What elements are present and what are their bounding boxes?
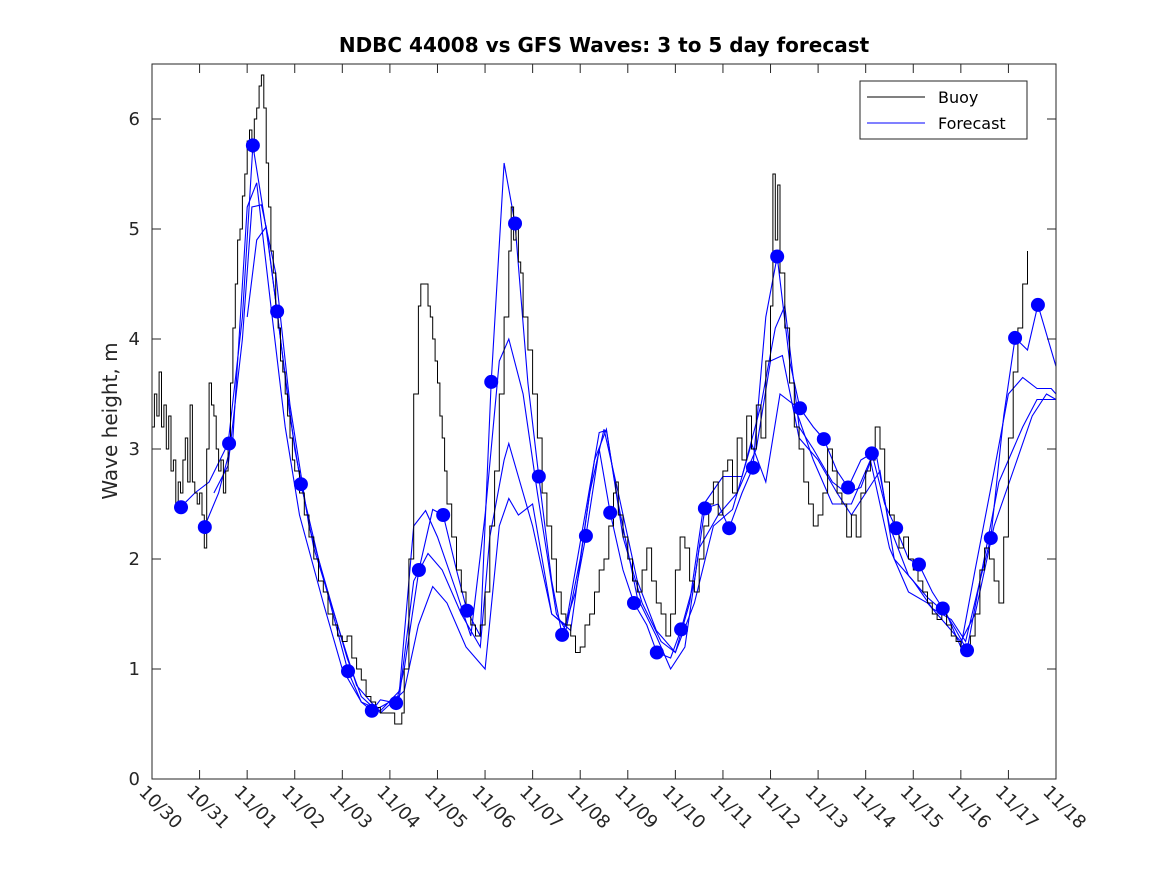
forecast-marker — [697, 501, 712, 516]
forecast-marker — [222, 436, 237, 451]
plot-area — [152, 74, 1056, 725]
buoy-line — [152, 74, 1028, 725]
forecast-marker — [578, 528, 593, 543]
legend: Buoy Forecast — [859, 80, 1028, 140]
forecast-marker — [174, 500, 189, 515]
x-tick-label: 11/05 — [420, 782, 472, 834]
x-tick-label: 11/13 — [801, 782, 853, 834]
y-tick-label: 5 — [129, 219, 140, 240]
forecast-marker — [935, 601, 950, 616]
forecast-marker — [389, 696, 404, 711]
x-tick-label: 11/02 — [277, 782, 329, 834]
chart-title: NDBC 44008 vs GFS Waves: 3 to 5 day fore… — [339, 33, 870, 57]
x-tick-label: 11/11 — [705, 782, 757, 834]
forecast-marker — [770, 249, 785, 264]
x-tick-label: 11/04 — [372, 782, 424, 834]
legend-label-forecast: Forecast — [938, 114, 1006, 133]
legend-box — [859, 80, 1028, 140]
forecast-marker — [674, 622, 689, 637]
forecast-marker — [603, 505, 618, 520]
forecast-marker — [960, 643, 975, 658]
x-tick-label: 11/10 — [658, 782, 710, 834]
y-tick-label: 6 — [129, 109, 140, 130]
forecast-marker — [841, 480, 856, 495]
forecast-marker — [722, 521, 737, 536]
forecast-marker — [1030, 297, 1045, 312]
forecast-marker — [531, 469, 546, 484]
forecast-marker — [555, 627, 570, 642]
forecast-marker — [459, 603, 474, 618]
axes-box — [151, 63, 1057, 780]
x-tick-label: 11/07 — [515, 782, 567, 834]
forecast-marker — [889, 521, 904, 536]
x-tick-label: 11/08 — [563, 782, 615, 834]
forecast-marker — [983, 531, 998, 546]
forecast-line-2 — [203, 182, 1056, 712]
forecast-marker — [436, 508, 451, 522]
forecast-marker — [197, 520, 212, 535]
x-tick-label: 10/31 — [182, 782, 234, 834]
y-tick-label: 4 — [129, 329, 140, 350]
y-axis-label: Wave height, m — [98, 342, 122, 499]
forecast-line-1 — [180, 145, 1056, 712]
forecast-marker — [293, 477, 308, 492]
forecast-marker — [245, 138, 260, 153]
y-tick-label: 2 — [129, 549, 140, 570]
x-tick-label: 11/18 — [1038, 782, 1090, 834]
legend-label-buoy: Buoy — [938, 88, 978, 107]
x-tick-label: 11/03 — [325, 782, 377, 834]
forecast-marker — [364, 703, 379, 718]
forecast-marker — [816, 432, 831, 447]
forecast-marker — [484, 374, 499, 389]
x-tick-label: 11/01 — [230, 782, 282, 834]
x-tick-label: 11/17 — [991, 782, 1043, 834]
x-tick-label: 11/15 — [896, 782, 948, 834]
y-tick-label: 0 — [129, 769, 140, 790]
forecast-marker — [793, 401, 808, 416]
forecast-line-4 — [246, 225, 1056, 714]
forecast-marker — [626, 596, 641, 610]
forecast-marker — [864, 446, 879, 461]
x-tick-label: 11/14 — [848, 782, 900, 834]
x-tick-label: 10/30 — [134, 782, 186, 834]
x-tick-label: 11/16 — [943, 782, 995, 834]
forecast-marker — [341, 664, 356, 679]
forecast-marker — [649, 645, 664, 660]
x-tick-label: 11/06 — [468, 782, 520, 834]
forecast-marker — [270, 304, 285, 319]
x-tick-label: 11/12 — [753, 782, 805, 834]
x-tick-label: 11/09 — [610, 782, 662, 834]
forecast-marker — [411, 563, 426, 577]
y-tick-label: 1 — [129, 659, 140, 680]
y-tick-label: 3 — [129, 439, 140, 460]
forecast-marker — [1008, 330, 1023, 345]
forecast-marker — [508, 216, 523, 231]
forecast-marker — [745, 460, 760, 475]
forecast-marker — [911, 557, 926, 572]
